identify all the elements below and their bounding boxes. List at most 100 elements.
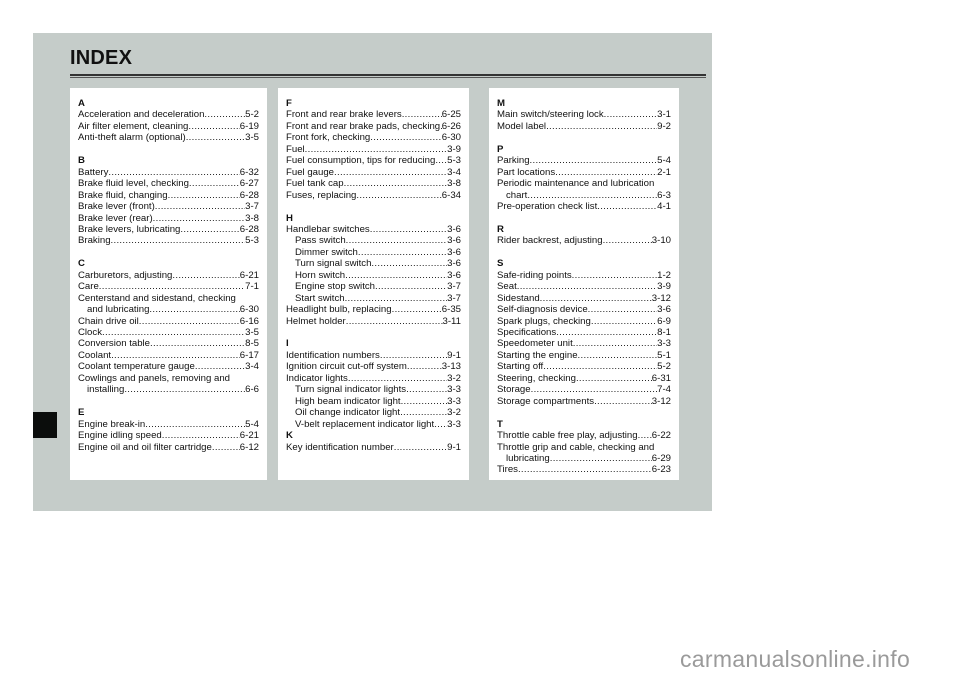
index-entry[interactable]: Clock 3-5 (78, 327, 259, 338)
index-entry-page: 5-3 (245, 235, 259, 247)
index-entry-text: Clock (78, 327, 102, 339)
index-entry[interactable]: Conversion table 8-5 (78, 338, 259, 349)
index-entry[interactable]: Pass switch 3-6 (286, 235, 461, 246)
index-entry[interactable]: Brake levers, lubricating 6-28 (78, 224, 259, 235)
index-entry[interactable]: Handlebar switches 3-6 (286, 224, 461, 235)
index-entry[interactable]: Turn signal indicator lights 3-3 (286, 384, 461, 395)
dot-leader (345, 270, 447, 281)
index-entry[interactable]: Start switch 3-7 (286, 293, 461, 304)
index-entry[interactable]: Headlight bulb, replacing 6-35 (286, 304, 461, 315)
index-entry[interactable]: Chain drive oil 6-16 (78, 316, 259, 327)
index-entry[interactable]: Sidestand 3-12 (497, 293, 671, 304)
index-entry[interactable]: Brake lever (front) 3-7 (78, 201, 259, 212)
index-entry[interactable]: Storage 7-4 (497, 384, 671, 395)
index-entry[interactable]: Engine idling speed 6-21 (78, 430, 259, 441)
dot-leader (150, 338, 245, 349)
index-entry[interactable]: chart 6-3 (497, 190, 671, 201)
index-entry[interactable]: Spark plugs, checking 6-9 (497, 316, 671, 327)
index-entry-page: 6-30 (441, 132, 461, 144)
index-letter-heading: E (78, 407, 85, 419)
index-entry[interactable]: Horn switch 3-6 (286, 270, 461, 281)
index-entry[interactable]: Tires 6-23 (497, 464, 671, 475)
index-entry[interactable]: Model label 9-2 (497, 121, 671, 132)
index-entry[interactable]: Ignition circuit cut-off system 3-13 (286, 361, 461, 372)
index-entry-page: 6-12 (239, 441, 259, 453)
index-entry[interactable]: Front and rear brake pads, checking6-26 (286, 121, 461, 132)
index-entry[interactable]: Storage compartments 3-12 (497, 396, 671, 407)
dot-leader (348, 373, 447, 384)
index-entry[interactable]: Air filter element, cleaning 6-19 (78, 121, 259, 132)
index-entry[interactable]: Carburetors, adjusting 6-21 (78, 270, 259, 281)
index-entry-text: Air filter element, cleaning (78, 120, 189, 132)
index-entry[interactable]: Starting off 5-2 (497, 361, 671, 372)
index-entry[interactable]: Pre-operation check list 4-1 (497, 201, 671, 212)
index-entry[interactable]: lubricating 6-29 (497, 453, 671, 464)
index-entry[interactable]: Rider backrest, adjusting 3-10 (497, 235, 671, 246)
index-entry-page: 6-31 (651, 372, 671, 384)
index-entry[interactable]: Front and rear brake levers 6-25 (286, 109, 461, 120)
dot-leader (102, 327, 245, 338)
index-entry[interactable]: Turn signal switch 3-6 (286, 258, 461, 269)
index-entry[interactable]: Fuel gauge 3-4 (286, 167, 461, 178)
index-entry[interactable]: Fuel tank cap 3-8 (286, 178, 461, 189)
index-entry-page: 3-12 (651, 292, 671, 304)
index-entry[interactable]: Front fork, checking 6-30 (286, 132, 461, 143)
index-entry[interactable]: Brake fluid level, checking 6-27 (78, 178, 259, 189)
index-entry-text: Pre-operation check list (497, 201, 598, 213)
index-entry-page: 3-4 (447, 166, 461, 178)
index-entry[interactable]: Coolant temperature gauge 3-4 (78, 361, 259, 372)
index-entry[interactable]: Coolant 6-17 (78, 350, 259, 361)
index-entry[interactable]: Safe-riding points 1-2 (497, 270, 671, 281)
index-entry-page: 3-4 (245, 361, 259, 373)
index-entry[interactable]: Speedometer unit 3-3 (497, 338, 671, 349)
index-entry[interactable]: Steering, checking 6-31 (497, 373, 671, 384)
index-entry[interactable]: Engine stop switch 3-7 (286, 281, 461, 292)
dot-leader (124, 384, 245, 395)
index-entry[interactable]: Seat 3-9 (497, 281, 671, 292)
index-entry[interactable]: Fuses, replacing 6-34 (286, 190, 461, 201)
index-entry-page: 5-2 (245, 109, 259, 121)
index-entry[interactable]: Fuel 3-9 (286, 144, 461, 155)
index-entry[interactable]: installing 6-6 (78, 384, 259, 395)
index-entry[interactable]: Key identification number 9-1 (286, 442, 461, 453)
index-entry[interactable]: Fuel consumption, tips for reducing 5-3 (286, 155, 461, 166)
index-entry[interactable]: and lubricating 6-30 (78, 304, 259, 315)
index-entry[interactable]: Anti-theft alarm (optional) 3-5 (78, 132, 259, 143)
index-entry[interactable]: Oil change indicator light 3-2 (286, 407, 461, 418)
index-entry[interactable]: High beam indicator light 3-3 (286, 396, 461, 407)
index-entry-page: 1-2 (657, 269, 671, 281)
index-entry-text: Part locations (497, 166, 556, 178)
index-entry[interactable]: Braking 5-3 (78, 235, 259, 246)
index-entry[interactable]: Engine oil and oil filter cartridge 6-12 (78, 442, 259, 453)
index-entry-page: 3-3 (447, 395, 461, 407)
index-entry-page: 9-2 (657, 120, 671, 132)
index-entry-page: 6-35 (441, 304, 461, 316)
index-entry[interactable]: Starting the engine 5-1 (497, 350, 671, 361)
index-entry-text: Throttle cable free play, adjusting (497, 430, 638, 442)
index-entry[interactable]: V-belt replacement indicator light 3-3 (286, 419, 461, 430)
index-entry[interactable]: Self-diagnosis device 3-6 (497, 304, 671, 315)
index-entry[interactable]: Battery 6-32 (78, 167, 259, 178)
index-entry[interactable]: Brake lever (rear) 3-8 (78, 213, 259, 224)
dot-leader (370, 132, 442, 143)
index-entry-page: 6-17 (239, 349, 259, 361)
index-entry[interactable]: Acceleration and deceleration 5-2 (78, 109, 259, 120)
index-entry[interactable]: Dimmer switch 3-6 (286, 247, 461, 258)
index-entry[interactable]: Throttle cable free play, adjusting 6-22 (497, 430, 671, 441)
index-entry[interactable]: Care 7-1 (78, 281, 259, 292)
index-entry[interactable]: Brake fluid, changing 6-28 (78, 190, 259, 201)
index-entry[interactable]: Main switch/steering lock 3-1 (497, 109, 671, 120)
index-entry[interactable]: Part locations 2-1 (497, 167, 671, 178)
index-entry-page: 6-21 (239, 269, 259, 281)
index-entry[interactable]: Specifications 8-1 (497, 327, 671, 338)
dot-leader (370, 224, 447, 235)
index-entry[interactable]: Engine break-in 5-4 (78, 419, 259, 430)
index-entry[interactable]: Identification numbers 9-1 (286, 350, 461, 361)
index-entry-page: 7-4 (657, 384, 671, 396)
index-entry[interactable]: Parking 5-4 (497, 155, 671, 166)
index-entry[interactable]: Helmet holder 3-11 (286, 316, 461, 327)
index-entry-heading: Centerstand and sidestand, checking (78, 292, 236, 304)
index-entry[interactable]: Indicator lights 3-2 (286, 373, 461, 384)
